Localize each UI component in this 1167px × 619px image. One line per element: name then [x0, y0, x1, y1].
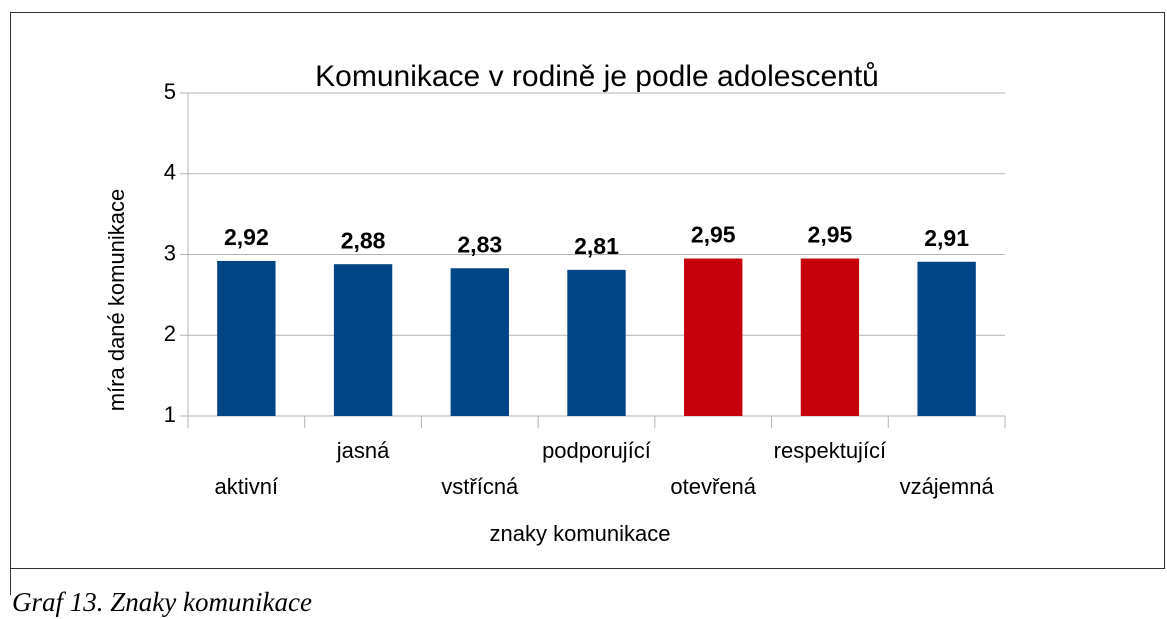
x-tick-label: aktivní — [215, 474, 279, 499]
bar — [800, 258, 860, 416]
y-tick-label: 2 — [164, 321, 176, 346]
x-axis-label: znaky komunikace — [490, 521, 671, 546]
y-tick-label: 4 — [164, 160, 176, 185]
y-tick-label: 5 — [164, 79, 176, 104]
chart-title: Komunikace v rodině je podle adolescentů — [315, 60, 879, 93]
x-tick-label: respektující — [774, 438, 887, 463]
x-tick-label: jasná — [336, 438, 390, 463]
y-axis-label: míra dané komunikace — [104, 189, 129, 412]
bar — [450, 268, 509, 416]
x-tick-label: podporující — [542, 438, 651, 463]
y-tick-label: 1 — [164, 402, 176, 427]
x-tick-label: vzájemná — [900, 474, 995, 499]
data-label: 2,92 — [224, 224, 269, 250]
bar — [567, 269, 626, 416]
bar — [684, 258, 743, 416]
bar — [217, 260, 276, 416]
data-label: 2,95 — [691, 222, 736, 248]
x-tick-label: vstřícná — [441, 474, 519, 499]
y-tick-label: 3 — [164, 240, 176, 265]
data-label: 2,95 — [808, 222, 853, 248]
bar — [917, 261, 976, 416]
data-label: 2,88 — [341, 227, 386, 253]
frame — [10, 12, 1165, 569]
data-label: 2,81 — [574, 233, 619, 259]
caption: Graf 13. Znaky komunikace — [12, 587, 312, 617]
x-tick-label: otevřená — [670, 474, 756, 499]
data-label: 2,83 — [457, 231, 502, 257]
bar — [333, 264, 393, 416]
data-label: 2,91 — [924, 225, 969, 251]
